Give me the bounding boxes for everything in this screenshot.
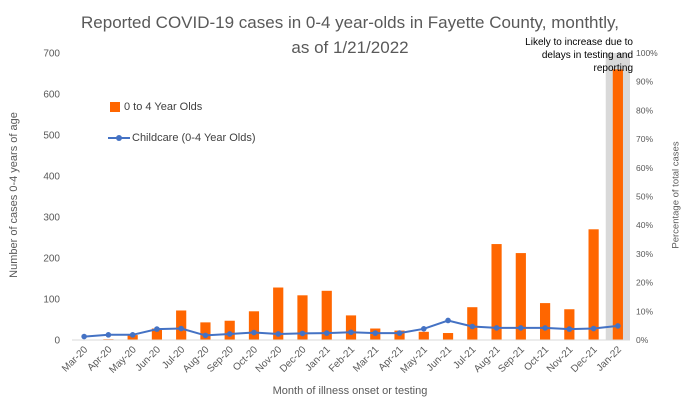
line-point-jun-20	[154, 326, 160, 332]
x-tick-label: Feb-21	[327, 344, 357, 374]
x-tick-label: Dec-21	[569, 344, 600, 375]
legend-label-bars: 0 to 4 Year Olds	[124, 101, 203, 113]
x-axis-label: Month of illness onset or testing	[272, 385, 428, 397]
y2-tick-label: 70%	[636, 134, 653, 144]
y2-tick-label: 20%	[636, 278, 653, 288]
line-point-may-21	[420, 326, 427, 332]
bar-jan-21	[321, 290, 332, 340]
line-point-jul-20	[178, 325, 184, 332]
bar-jun-20	[151, 328, 163, 340]
line-point-may-20	[129, 332, 136, 338]
bar-dec-20	[297, 295, 308, 340]
line-point-sep-21	[518, 325, 524, 331]
line-point-oct-20	[251, 329, 257, 336]
x-tick-label: Sep-21	[496, 344, 527, 375]
bar-jan-22	[612, 69, 623, 341]
y-tick-label: 700	[43, 49, 60, 60]
y2-axis-label: Percentage of total cases	[670, 141, 682, 249]
line-point-nov-21	[566, 326, 573, 332]
line-point-aug-20	[202, 332, 209, 339]
y2-tick-label: 30%	[636, 249, 653, 259]
bar-aug-20	[200, 322, 211, 340]
line-point-apr-20	[105, 332, 112, 338]
x-tick-label: May-21	[399, 344, 431, 376]
x-tick-label: May-20	[107, 344, 139, 376]
bar-oct-21	[539, 303, 551, 340]
line-point-mar-20	[81, 333, 87, 340]
y-tick-label: 400	[43, 172, 60, 183]
chart-title: Reported COVID-19 cases in 0-4 year-olds…	[81, 13, 619, 57]
x-tick-label: Jan-22	[595, 344, 625, 374]
x-tick-label: Mar-21	[351, 344, 381, 374]
y-tick-label: 100	[43, 295, 60, 306]
bar-aug-21	[491, 244, 502, 340]
line-point-sep-20	[226, 331, 233, 337]
y-axis-label: Number of cases 0-4 years of age	[8, 112, 20, 278]
bar-nov-20	[273, 287, 284, 340]
bar-jul-21	[467, 307, 478, 340]
line-point-dec-21	[590, 325, 597, 332]
bar-jun-21	[442, 333, 454, 340]
line-point-jun-21	[445, 317, 451, 324]
line-point-aug-21	[493, 325, 500, 331]
y-tick-label: 200	[43, 254, 60, 265]
bar-sep-20	[224, 320, 235, 340]
bar-may-21	[418, 331, 429, 340]
y-tick-label: 500	[43, 131, 60, 142]
legend-bar-swatch	[110, 102, 120, 112]
line-point-jul-21	[469, 323, 476, 330]
x-tick-label: Dec-20	[278, 344, 309, 375]
line-point-jan-22	[615, 323, 621, 329]
line-point-feb-21	[348, 329, 354, 336]
y2-tick-label: 10%	[636, 306, 653, 316]
x-tick-label: Mar-20	[60, 344, 90, 374]
y2-tick-label: 80%	[636, 105, 653, 115]
x-tick-label: Jun-20	[134, 344, 164, 374]
bar-jul-20	[176, 310, 187, 340]
legend-label-line: Childcare (0-4 Year Olds)	[132, 132, 256, 144]
bar-nov-21	[564, 309, 575, 340]
bar-oct-20	[248, 311, 260, 340]
line-point-dec-20	[299, 330, 306, 337]
y-tick-label: 300	[43, 213, 60, 224]
y2-tick-label: 50%	[636, 192, 653, 202]
line-point-jan-21	[323, 330, 330, 336]
y-tick-label: 0	[54, 336, 60, 347]
y2-tick-label: 40%	[636, 220, 653, 230]
x-tick-label: Jun-21	[425, 344, 455, 374]
line-point-oct-21	[542, 325, 548, 331]
line-point-nov-20	[275, 331, 282, 337]
delay-annotation: Likely to increase due to delays in test…	[525, 37, 633, 74]
y-tick-label: 600	[43, 90, 60, 101]
legend-line-swatch	[108, 135, 130, 141]
bar-sep-21	[515, 253, 526, 340]
line-point-apr-21	[396, 330, 403, 336]
y2-tick-label: 60%	[636, 163, 653, 173]
y2-tick-label: 90%	[636, 77, 653, 87]
y2-tick-label: 100%	[636, 48, 658, 58]
y2-tick-label: 0%	[636, 335, 649, 345]
line-point-mar-21	[372, 330, 379, 336]
legend-item-line: Childcare (0-4 Year Olds)	[108, 132, 256, 144]
x-tick-label: Sep-20	[205, 344, 236, 375]
bar-feb-21	[345, 315, 357, 340]
bar-dec-21	[588, 229, 599, 340]
legend-item-bars: 0 to 4 Year Olds	[110, 101, 202, 113]
